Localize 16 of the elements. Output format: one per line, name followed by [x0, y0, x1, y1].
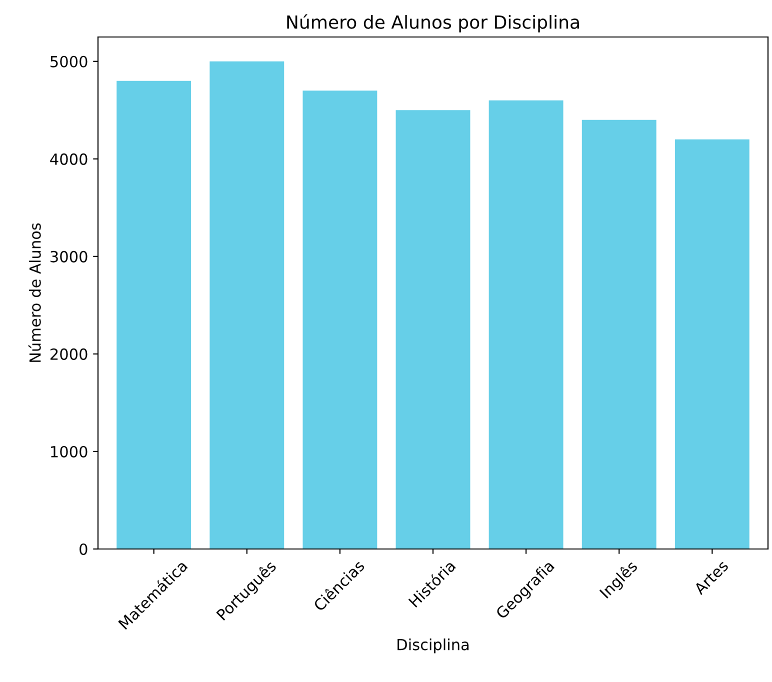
bar	[488, 100, 564, 549]
bar	[210, 61, 284, 549]
x-axis-title: Disciplina	[398, 638, 469, 654]
bar	[116, 80, 192, 549]
y-tick-label: 0	[80, 543, 88, 556]
y-tick-label: 4000	[50, 153, 88, 165]
bar	[582, 120, 656, 549]
bar	[302, 90, 378, 549]
bar	[674, 139, 750, 549]
y-tick-label: 3000	[50, 250, 88, 262]
y-axis-title: Número de Alunos	[28, 223, 41, 362]
chart-title: Número de Alunos por Disciplina	[287, 14, 579, 32]
y-tick-label: 5000	[50, 56, 88, 68]
y-tick-label: 1000	[51, 446, 88, 458]
bar	[396, 110, 470, 549]
y-tick-label: 2000	[50, 348, 88, 360]
